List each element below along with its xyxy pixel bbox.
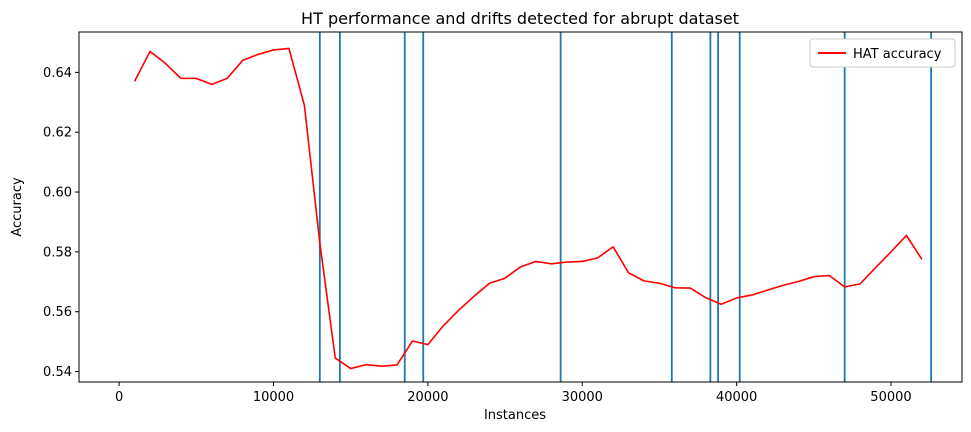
chart-title: HT performance and drifts detected for a… bbox=[301, 9, 739, 28]
x-tick-label: 50000 bbox=[870, 390, 911, 405]
x-tick-label: 30000 bbox=[562, 390, 603, 405]
y-tick-label: 0.56 bbox=[43, 305, 72, 320]
y-tick-label: 0.54 bbox=[43, 365, 72, 380]
x-axis-title: Instances bbox=[484, 408, 546, 423]
y-tick-label: 0.62 bbox=[43, 126, 72, 141]
legend-label: HAT accuracy bbox=[853, 47, 942, 62]
legend: HAT accuracy bbox=[809, 38, 956, 68]
x-tick-label: 40000 bbox=[716, 390, 757, 405]
plot-frame bbox=[78, 31, 963, 383]
y-axis-title: Accuracy bbox=[10, 177, 25, 237]
y-tick-label: 0.58 bbox=[43, 245, 72, 260]
x-axis-ticks: 0 10000 20000 30000 40000 50000 bbox=[115, 382, 912, 405]
legend-box bbox=[809, 38, 956, 68]
y-tick-label: 0.60 bbox=[43, 186, 72, 201]
series-lines bbox=[133, 47, 923, 370]
x-tick-label: 10000 bbox=[253, 390, 294, 405]
y-tick-label: 0.64 bbox=[43, 66, 72, 81]
y-axis-ticks: 0.54 0.56 0.58 0.60 0.62 0.64 bbox=[43, 66, 79, 380]
x-tick-label: 20000 bbox=[407, 390, 448, 405]
x-tick-label: 0 bbox=[115, 390, 123, 405]
drift-lines bbox=[318, 32, 933, 382]
series-line-0 bbox=[133, 47, 923, 370]
